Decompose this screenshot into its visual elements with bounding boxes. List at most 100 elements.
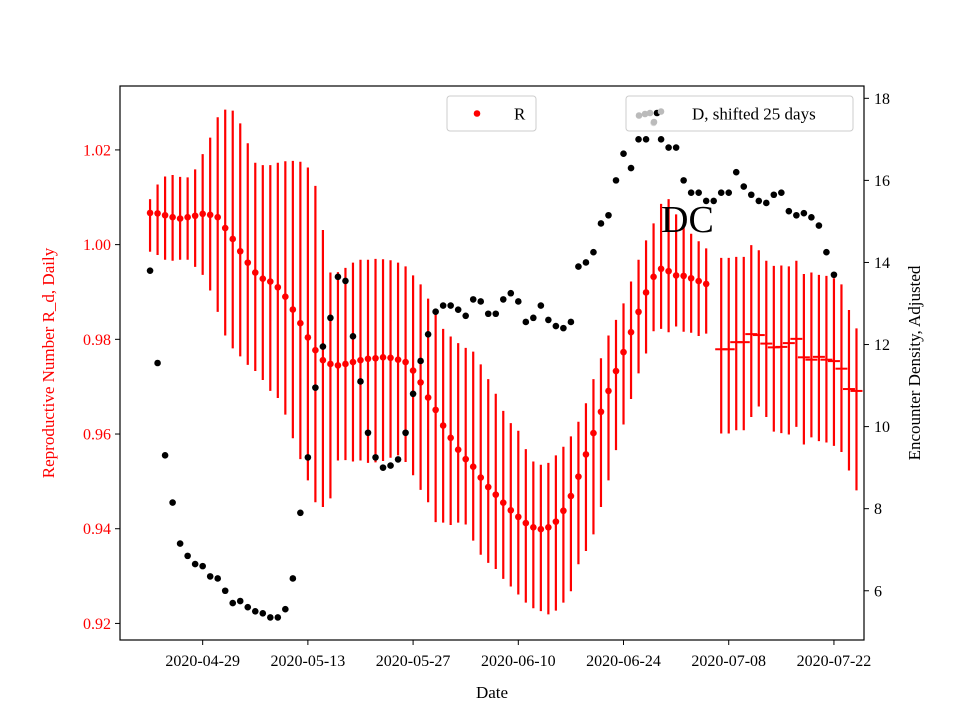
d-point [499, 296, 507, 303]
r-point [206, 211, 214, 219]
r-point [597, 408, 605, 416]
r-point [672, 272, 680, 279]
d-point [191, 560, 199, 568]
r-point [499, 499, 507, 506]
d-point [695, 189, 702, 196]
d-point [672, 144, 680, 151]
r-point [567, 492, 575, 500]
d-point [447, 302, 454, 309]
y-right-tick-label: 6 [874, 583, 882, 600]
d-point [319, 343, 327, 350]
d-point [402, 429, 409, 437]
legend-r-box [446, 95, 537, 132]
r-point [154, 210, 161, 217]
r-point [590, 429, 597, 437]
r-point [146, 209, 154, 217]
d-point [342, 277, 349, 285]
d-point [635, 136, 642, 143]
r-point [522, 519, 530, 527]
r-point [402, 358, 409, 366]
legend-d-marker [657, 108, 665, 115]
r-point [424, 394, 432, 401]
d-point [214, 575, 221, 582]
d-point [747, 191, 755, 199]
r-point [229, 235, 237, 243]
r-point [364, 355, 372, 363]
d-point [590, 248, 597, 256]
r-point [605, 387, 612, 395]
d-point [492, 310, 500, 318]
dc-annotation: DC [661, 199, 714, 241]
r-point [282, 293, 289, 301]
y-left-tick-label: 1.00 [83, 237, 111, 254]
legend-d-marker [641, 110, 649, 118]
r-point [191, 212, 199, 220]
d-point [702, 197, 710, 205]
x-axis-title: Date [476, 683, 508, 702]
d-point [199, 562, 206, 570]
d-point [710, 197, 717, 205]
d-point [800, 209, 808, 217]
d-point [267, 614, 274, 621]
d-point [545, 316, 552, 324]
r-point [221, 224, 229, 232]
r-point [214, 213, 221, 221]
legend-r: R [446, 95, 537, 132]
d-point [770, 191, 778, 199]
r-point [236, 247, 244, 255]
d-point [161, 452, 169, 459]
d-point [469, 296, 477, 303]
x-tick-label: 2020-04-29 [165, 653, 240, 670]
r-point [620, 348, 627, 356]
d-point [763, 199, 770, 207]
d-point [304, 454, 312, 461]
r-point [702, 280, 710, 288]
d-point [815, 222, 823, 229]
y-left-tick-label: 0.98 [83, 332, 111, 349]
r-point [537, 525, 545, 533]
y-right-tick-label: 14 [874, 255, 890, 272]
d-point [612, 177, 620, 184]
r-point [432, 406, 439, 414]
d-point [717, 189, 725, 196]
r-point [349, 358, 357, 366]
r-point [492, 491, 500, 498]
legend-d-marker [635, 112, 643, 119]
d-point [680, 177, 687, 184]
d-point [462, 312, 469, 320]
d-point [552, 322, 560, 330]
d-point [597, 220, 605, 227]
r-point [447, 434, 454, 442]
d-point [394, 456, 402, 463]
y-right-axis-title: Encounter Density, Adjusted [905, 265, 924, 460]
d-point [567, 318, 575, 326]
x-tick-label: 2020-07-22 [797, 653, 872, 670]
r-point [327, 360, 334, 368]
d-point [620, 150, 627, 158]
d-point [417, 357, 424, 365]
d-point [687, 189, 695, 196]
d-point [206, 573, 214, 580]
r-point [650, 273, 657, 281]
y-right-tick-label: 16 [874, 173, 890, 190]
y-left-tick-label: 0.94 [83, 521, 111, 538]
r-point [372, 354, 379, 362]
plot-frame [119, 85, 865, 641]
d-point [454, 306, 462, 313]
d-point [808, 214, 815, 221]
d-point [387, 462, 394, 469]
r-point [469, 463, 477, 470]
r-dot-markers [146, 209, 710, 533]
d-point [289, 575, 297, 582]
r-point [642, 289, 650, 296]
legend-r-label: R [514, 105, 526, 124]
r-point [582, 451, 590, 458]
d-point [146, 267, 154, 274]
d-point [740, 183, 748, 190]
d-point [830, 271, 838, 279]
r-point [545, 524, 552, 531]
y-left-axis-title: Reproductive Number R_d, Daily [39, 247, 58, 478]
d-point [755, 197, 763, 205]
d-point [627, 164, 635, 172]
r-point [417, 379, 424, 386]
